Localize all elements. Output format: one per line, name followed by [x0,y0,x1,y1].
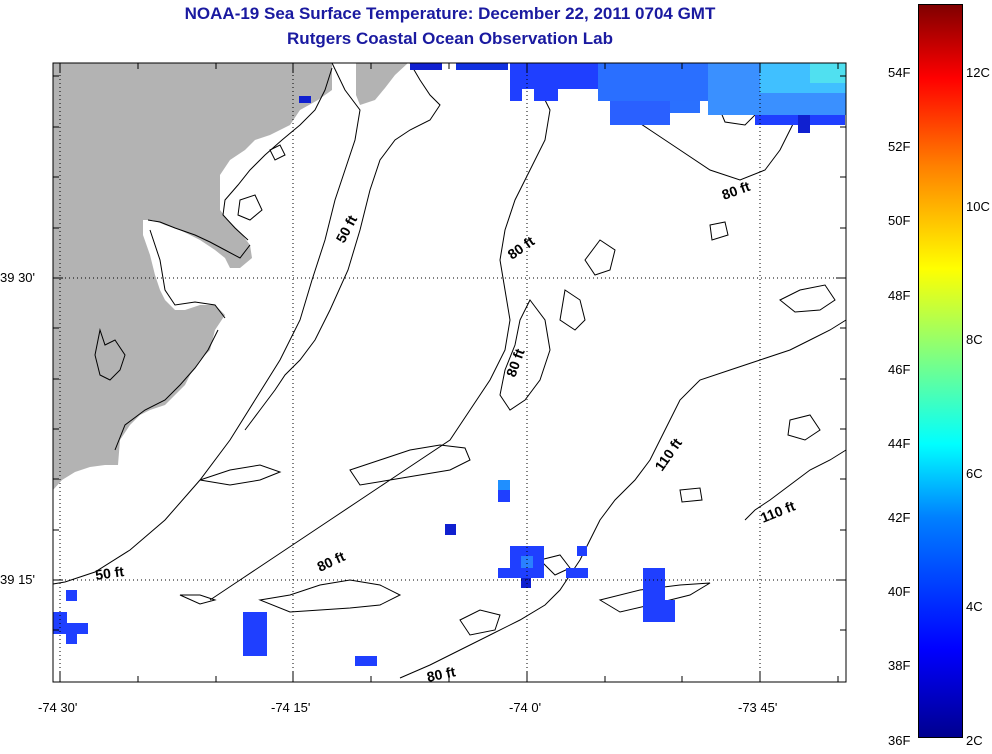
colorbar-label-f: 50F [888,213,911,228]
temperature-colorbar [918,4,963,738]
colorbar-label-f: 38F [888,658,911,673]
colorbar-label-f: 42F [888,510,911,525]
x-tick-label: -73 45' [738,700,778,715]
y-tick-label: 39 30' [0,270,36,285]
colorbar-label-c: 10C [966,199,990,214]
colorbar-label-f: 48F [888,288,911,303]
colorbar-label-c: 12C [966,65,990,80]
colorbar-label-f: 44F [888,436,911,451]
x-tick-label: -74 0' [509,700,542,715]
colorbar-label-f: 46F [888,362,911,377]
contour-label: 80 ft [425,663,457,685]
sst-pixels [53,63,846,666]
colorbar-label-f: 36F [888,733,911,748]
coastline [94,67,333,451]
colorbar-label-f: 40F [888,584,911,599]
colorbar-label-c: 6C [966,466,983,481]
y-tick-label: 39 15' [0,572,36,587]
x-tick-label: -74 30' [38,700,78,715]
grid [53,63,846,682]
colorbar-label-c: 2C [966,733,983,748]
colorbar-label-f: 52F [888,139,911,154]
contour-label: 50 ft [94,563,125,583]
land-mass [53,63,332,490]
land-island [356,63,408,105]
colorbar-label-c: 4C [966,599,983,614]
map-subtitle: Rutgers Coastal Ocean Observation Lab [287,29,613,48]
axis-ticks [53,63,846,682]
colorbar-label-f: 54F [888,65,911,80]
colorbar-label-c: 8C [966,332,983,347]
map-title: NOAA-19 Sea Surface Temperature: Decembe… [184,4,716,23]
x-tick-label: -74 15' [271,700,311,715]
bathymetry-contours [52,62,847,679]
